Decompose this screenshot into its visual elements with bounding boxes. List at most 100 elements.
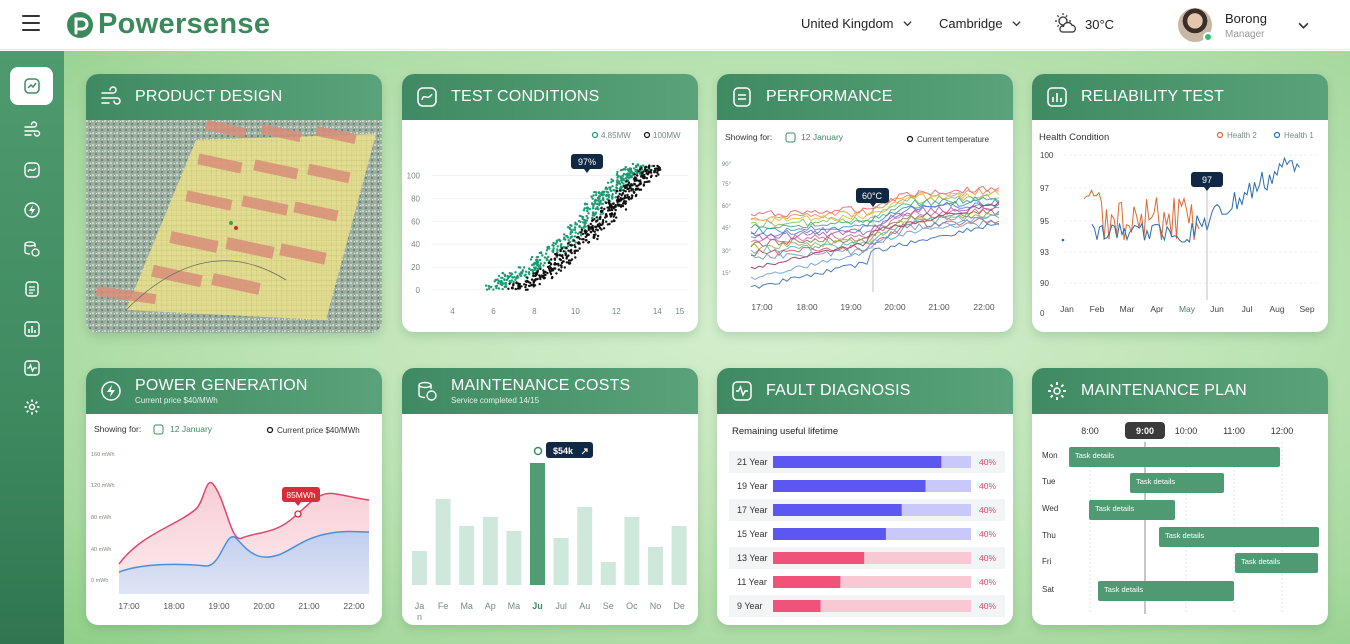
scatter-point xyxy=(582,209,586,212)
x-tick-label: Se xyxy=(603,601,614,611)
card-maintenance-plan[interactable]: MAINTENANCE PLAN 8:00 9:00 10:00 11:00 12:00… xyxy=(1032,368,1328,625)
x-tick-label: Feb xyxy=(1090,304,1105,314)
scatter-point xyxy=(631,162,635,166)
current-time-badge xyxy=(1125,422,1165,439)
scatter-point xyxy=(602,193,605,196)
card-subtitle: Service completed 14/15 xyxy=(451,396,540,405)
maintenance-costs-bar-chart: Jan Fe Ma Ap Ma Ju Jul Au Se Oc No De $54k xyxy=(412,442,687,622)
scatter-point xyxy=(597,208,600,211)
scatter-point xyxy=(564,253,567,257)
scatter-point xyxy=(638,168,642,171)
y-tick-label: 40 mWh xyxy=(91,547,111,553)
scatter-point xyxy=(608,203,612,206)
series-line xyxy=(750,212,1000,281)
user-profile[interactable]: Borong Manager xyxy=(1178,8,1267,42)
date-label[interactable]: 12 January xyxy=(801,132,844,142)
scatter-point xyxy=(623,197,626,200)
scatter-point xyxy=(562,250,565,253)
sidebar-item-product-design[interactable] xyxy=(10,111,53,149)
scatter-point xyxy=(524,270,528,273)
x-tick-label: 18:00 xyxy=(163,601,185,611)
chevron-down-icon xyxy=(1012,21,1021,27)
scatter-point xyxy=(587,227,590,230)
scatter-point xyxy=(570,224,573,227)
card-performance[interactable]: PERFORMANCE Showing for: 12 January Curr… xyxy=(717,74,1013,332)
sidebar-item-maintenance-costs[interactable] xyxy=(10,230,53,268)
scatter-point xyxy=(620,180,623,184)
scatter-point xyxy=(606,209,610,212)
x-tick-label: 21:00 xyxy=(298,601,320,611)
scatter-point xyxy=(647,170,650,173)
x-tick-label: 22:00 xyxy=(343,601,365,611)
legend-marker xyxy=(591,131,599,139)
scatter-point xyxy=(601,219,605,222)
scatter-point xyxy=(553,263,556,266)
x-tick-label: Apr xyxy=(1150,304,1163,314)
row-label: 17 Year xyxy=(737,505,768,515)
scatter-point xyxy=(622,184,626,188)
chart-icon xyxy=(23,162,40,178)
sidebar-item-test-conditions[interactable] xyxy=(10,151,53,189)
x-tick-label: Aug xyxy=(1269,304,1284,314)
card-power-generation[interactable]: POWER GENERATION Current price $40/MWh S… xyxy=(86,368,382,625)
scatter-point xyxy=(574,256,577,259)
scatter-point xyxy=(615,186,618,189)
scatter-point xyxy=(617,175,620,178)
scatter-point xyxy=(567,261,570,264)
bar xyxy=(412,551,427,585)
scatter-point xyxy=(574,245,577,249)
x-tick-label: 17:00 xyxy=(751,302,773,312)
scatter-point xyxy=(542,264,545,267)
powersense-logo-icon xyxy=(67,11,93,38)
city-dropdown[interactable]: Cambridge xyxy=(939,16,1021,31)
legend-marker xyxy=(1273,131,1281,139)
scatter-point xyxy=(574,241,577,244)
calendar-icon[interactable] xyxy=(785,132,796,143)
bar xyxy=(773,480,926,492)
scatter-point xyxy=(514,287,517,291)
scatter-point xyxy=(503,273,506,276)
scatter-point xyxy=(614,205,617,208)
scatter-point xyxy=(546,271,549,275)
date-label[interactable]: 12 January xyxy=(170,424,213,434)
bar xyxy=(773,600,821,612)
sidebar-item-power[interactable] xyxy=(10,191,53,229)
scatter-point xyxy=(499,279,503,283)
card-product-design[interactable]: PRODUCT DESIGN xyxy=(86,74,382,333)
scatter-point xyxy=(656,164,659,168)
calendar-icon[interactable] xyxy=(153,424,164,435)
sidebar-item-performance[interactable] xyxy=(10,270,53,308)
logo[interactable]: Powersense xyxy=(66,8,270,41)
legend-label: Current temperature xyxy=(917,135,990,144)
user-menu-chevron-icon[interactable] xyxy=(1298,20,1309,31)
country-dropdown[interactable]: United Kingdom xyxy=(801,16,912,31)
card-maintenance-costs[interactable]: MAINTENANCE COSTS Service completed 14/1… xyxy=(402,368,698,625)
menu-icon[interactable] xyxy=(22,15,40,33)
scatter-point xyxy=(555,272,558,275)
sidebar-item-settings[interactable] xyxy=(10,388,53,426)
tooltip[interactable]: $54k xyxy=(546,442,593,458)
maintenance-plan-gantt: 8:00 9:00 10:00 11:00 12:00 Mon Tue Wed Thu Fri S… xyxy=(1042,422,1319,614)
scatter-point xyxy=(573,244,576,247)
scatter-point xyxy=(624,168,627,171)
bar xyxy=(530,463,545,585)
scatter-point xyxy=(581,232,585,236)
card-fault-diagnosis[interactable]: FAULT DIAGNOSIS Remaining useful lifetim… xyxy=(717,368,1013,625)
scatter-point xyxy=(595,225,598,228)
scatter-point xyxy=(512,280,515,284)
x-tick-label: 19:00 xyxy=(208,601,230,611)
sidebar-item-reliability[interactable] xyxy=(10,310,53,348)
sidebar-item-overview[interactable] xyxy=(10,67,53,105)
scatter-point xyxy=(639,188,643,191)
sidebar-item-fault-diagnosis[interactable] xyxy=(10,349,53,387)
scatter-point xyxy=(572,228,576,231)
card-reliability-test[interactable]: RELIABILITY TEST Health Condition Health… xyxy=(1032,74,1328,332)
card-test-conditions[interactable]: TEST CONDITIONS 4.85MW 100MW 100 80 60 40 20… xyxy=(402,74,698,332)
y-tick-label: 30° xyxy=(722,249,732,255)
scatter-point xyxy=(584,239,588,242)
scatter-point xyxy=(492,288,495,291)
scatter-point xyxy=(644,170,648,173)
scatter-point xyxy=(566,245,570,248)
scatter-point xyxy=(622,172,626,176)
scatter-point xyxy=(578,237,581,240)
